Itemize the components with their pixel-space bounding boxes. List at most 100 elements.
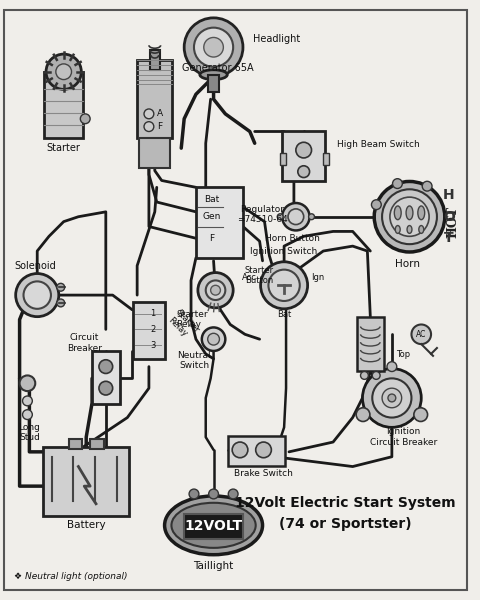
Circle shape [210, 286, 220, 295]
Circle shape [355, 408, 369, 421]
Bar [356, 317, 383, 371]
Circle shape [57, 283, 64, 291]
Bar [44, 72, 83, 139]
Circle shape [16, 274, 59, 317]
Text: High Beam Switch: High Beam Switch [336, 140, 419, 149]
Circle shape [392, 179, 401, 188]
Bar [150, 50, 159, 70]
Text: A: A [156, 109, 163, 118]
Text: Top: Top [395, 350, 409, 359]
Text: Circuit
Breaker: Circuit Breaker [67, 334, 102, 353]
Bar [184, 514, 242, 539]
Bar [195, 187, 242, 258]
Bar [282, 131, 324, 181]
Circle shape [193, 28, 233, 67]
Circle shape [372, 371, 379, 379]
Circle shape [371, 200, 381, 209]
Circle shape [381, 189, 436, 244]
Circle shape [282, 203, 309, 230]
Circle shape [413, 408, 427, 421]
Circle shape [268, 269, 299, 301]
Circle shape [387, 394, 395, 402]
Text: Long
Stud: Long Stud [18, 422, 40, 442]
Text: ❖ Neutral light (optional): ❖ Neutral light (optional) [14, 572, 127, 581]
Text: Taillight: Taillight [193, 562, 233, 571]
Text: Ign: Ign [311, 273, 324, 282]
Text: H: H [442, 188, 454, 202]
Circle shape [205, 280, 225, 300]
Circle shape [389, 197, 428, 236]
Circle shape [144, 109, 154, 119]
Text: Horn: Horn [394, 259, 419, 269]
Circle shape [421, 181, 431, 191]
Bar [207, 74, 219, 92]
Text: Bat: Bat [204, 194, 219, 203]
Text: Bat: Bat [276, 310, 290, 319]
Circle shape [46, 54, 81, 89]
Text: 2: 2 [150, 325, 155, 334]
Text: Neutral
Switch: Neutral Switch [177, 351, 210, 370]
Circle shape [56, 64, 72, 80]
Circle shape [386, 362, 396, 371]
Circle shape [362, 368, 420, 427]
Circle shape [23, 410, 32, 419]
Ellipse shape [199, 70, 227, 80]
Text: F: F [209, 234, 214, 243]
Text: Ignition
Circuit Breaker: Ignition Circuit Breaker [369, 427, 436, 447]
Bar [92, 351, 119, 404]
Text: F: F [156, 122, 162, 131]
Ellipse shape [164, 496, 262, 555]
Circle shape [288, 209, 303, 224]
Text: Ignition Switch: Ignition Switch [250, 247, 317, 256]
Circle shape [297, 166, 309, 178]
Circle shape [295, 142, 311, 158]
Circle shape [184, 18, 242, 77]
Circle shape [228, 489, 238, 499]
Text: Regulator
=74510-64: Regulator =74510-64 [237, 205, 288, 224]
Bar [90, 439, 104, 449]
Circle shape [57, 299, 64, 307]
Bar [280, 153, 286, 165]
Bar [139, 139, 170, 168]
Circle shape [20, 376, 35, 391]
Bar [69, 439, 82, 449]
Text: AC: AC [415, 330, 426, 339]
Circle shape [208, 489, 218, 499]
Text: Starter
Relay: Starter Relay [176, 310, 207, 329]
Circle shape [260, 262, 307, 309]
Circle shape [197, 272, 233, 308]
Text: Starter: Starter [47, 143, 81, 153]
Circle shape [24, 281, 51, 309]
Text: Horn Button: Horn Button [264, 234, 319, 243]
Text: T: T [443, 231, 453, 245]
Circle shape [410, 325, 430, 344]
Circle shape [360, 371, 368, 379]
Circle shape [373, 181, 444, 252]
Text: Starter
Button: Starter Button [244, 266, 274, 285]
Circle shape [381, 388, 401, 408]
Text: Gen: Gen [202, 212, 220, 221]
Text: 12VOLT: 12VOLT [184, 520, 242, 533]
Text: O: O [442, 210, 454, 224]
Circle shape [202, 328, 225, 351]
Ellipse shape [394, 206, 400, 220]
Ellipse shape [171, 503, 255, 548]
Text: Solenoid: Solenoid [14, 261, 56, 271]
Circle shape [255, 442, 271, 458]
Text: Battery: Battery [67, 520, 105, 530]
Circle shape [204, 37, 223, 57]
Bar [43, 447, 129, 515]
Circle shape [276, 214, 283, 220]
Ellipse shape [405, 206, 412, 220]
Circle shape [308, 214, 314, 220]
Text: 1: 1 [150, 309, 155, 318]
Ellipse shape [406, 226, 411, 233]
Circle shape [99, 382, 112, 395]
Bar [228, 436, 285, 466]
Circle shape [189, 489, 198, 499]
Text: Starter
Relay: Starter Relay [166, 308, 201, 342]
Ellipse shape [395, 226, 399, 233]
Text: Brake Switch: Brake Switch [234, 469, 292, 478]
Bar [137, 60, 172, 139]
Text: Acc: Acc [241, 273, 256, 282]
